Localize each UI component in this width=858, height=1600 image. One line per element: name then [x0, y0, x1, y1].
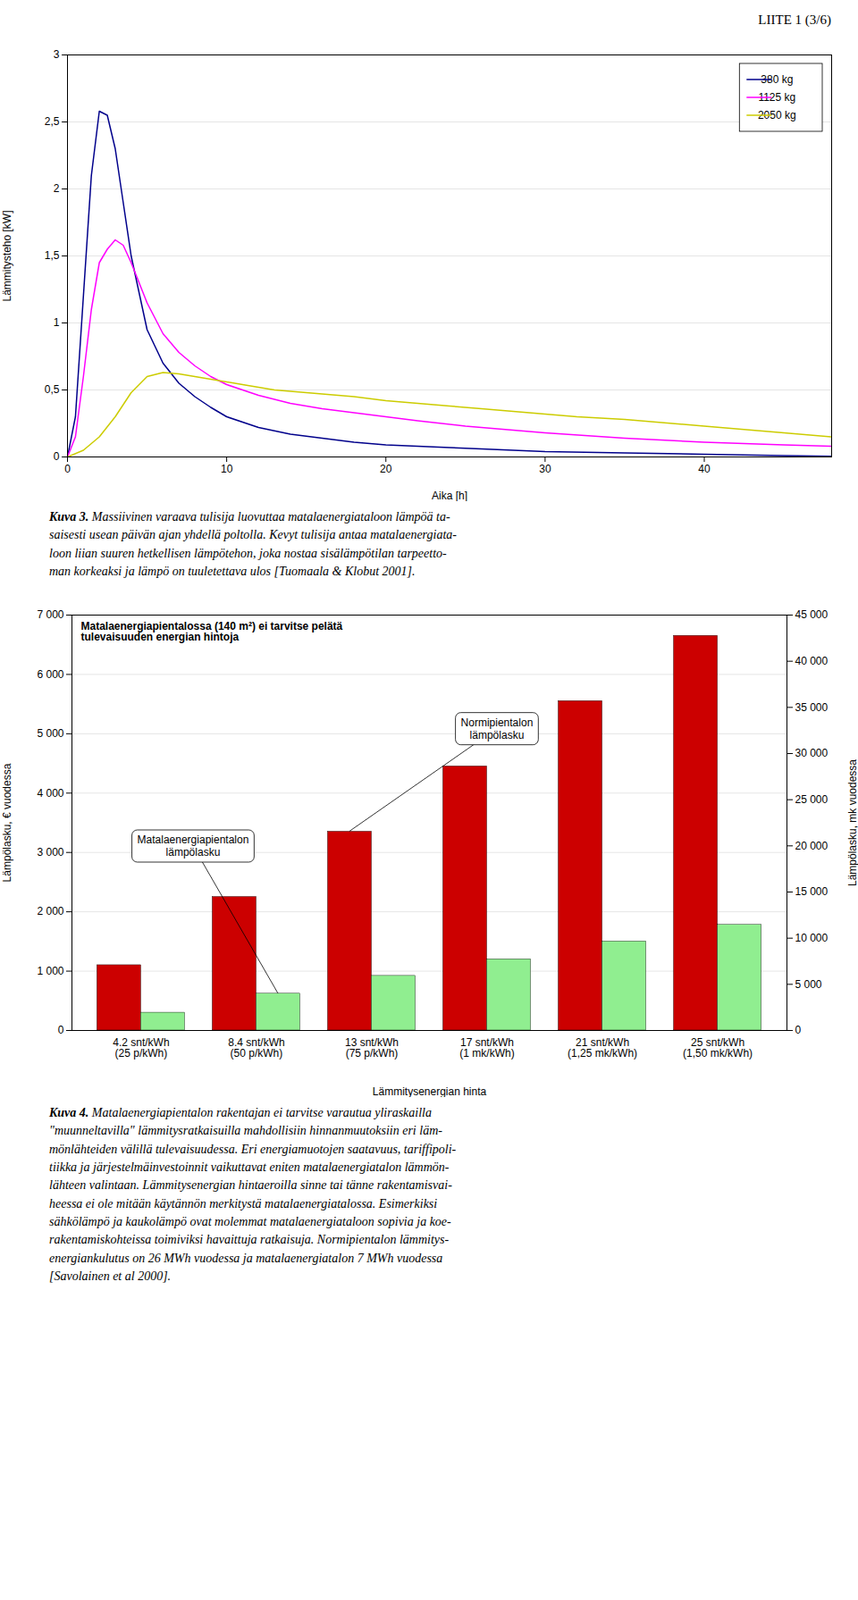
svg-text:0: 0: [53, 450, 60, 463]
svg-text:8.4 snt/kWh(50 p/kWh): 8.4 snt/kWh(50 p/kWh): [227, 1036, 285, 1060]
svg-text:Aika [h]: Aika [h]: [431, 489, 468, 503]
svg-text:13 snt/kWh(75 p/kWh): 13 snt/kWh(75 p/kWh): [344, 1036, 399, 1060]
svg-text:7 000: 7 000: [36, 609, 64, 623]
svg-text:2050 kg: 2050 kg: [757, 109, 796, 122]
svg-text:Normipientalonlämpölasku: Normipientalonlämpölasku: [461, 716, 534, 742]
svg-text:Lämmitysteho [kW]: Lämmitysteho [kW]: [0, 210, 14, 302]
svg-text:40: 40: [698, 462, 711, 476]
svg-text:Matalaenergiapientalonlämpölas: Matalaenergiapientalonlämpölasku: [137, 833, 250, 859]
svg-text:0,5: 0,5: [44, 383, 60, 396]
html-text:LIITE 1 (3/6): LIITE 1 (3/6): [758, 12, 832, 27]
svg-text:0: 0: [58, 1025, 65, 1038]
svg-text:6 000: 6 000: [36, 668, 64, 682]
svg-text:4 000: 4 000: [36, 787, 64, 800]
svg-text:15 000: 15 000: [795, 886, 829, 900]
svg-text:2,5: 2,5: [44, 115, 60, 128]
svg-text:Lämmitysenergian hinta: Lämmitysenergian hinta: [372, 1085, 488, 1099]
svg-text:17 snt/kWh(1 mk/kWh): 17 snt/kWh(1 mk/kWh): [459, 1036, 514, 1060]
html-text:Kuva 4. Matalaenergiapientalon: Kuva 4. Matalaenergiapientalon rakentaja…: [49, 1106, 456, 1284]
svg-text:30: 30: [538, 462, 552, 476]
svg-text:30 000: 30 000: [795, 748, 829, 761]
svg-text:21 snt/kWh(1,25 mk/kWh): 21 snt/kWh(1,25 mk/kWh): [567, 1036, 638, 1060]
svg-text:2: 2: [53, 182, 60, 195]
svg-text:20 000: 20 000: [795, 840, 829, 853]
svg-text:4.2 snt/kWh(25 p/kWh): 4.2 snt/kWh(25 p/kWh): [112, 1036, 169, 1060]
svg-text:5 000: 5 000: [795, 978, 823, 992]
svg-text:25 snt/kWh(1,50 mk/kWh): 25 snt/kWh(1,50 mk/kWh): [682, 1036, 753, 1060]
svg-text:45 000: 45 000: [795, 609, 829, 623]
svg-text:Matalaenergiapientalossa (140: Matalaenergiapientalossa (140 m²) ei tar…: [81, 620, 344, 644]
svg-text:1125 kg: 1125 kg: [758, 91, 796, 104]
svg-text:0: 0: [795, 1025, 802, 1038]
svg-text:25 000: 25 000: [795, 793, 829, 807]
svg-text:380 kg: 380 kg: [760, 73, 794, 86]
svg-text:3: 3: [53, 48, 60, 61]
svg-text:Lämpölasku, € vuodessa: Lämpölasku, € vuodessa: [0, 763, 14, 883]
svg-text:2 000: 2 000: [36, 906, 64, 919]
svg-text:1,5: 1,5: [44, 249, 60, 262]
svg-text:35 000: 35 000: [795, 701, 829, 715]
html-text:Kuva 3. Massiivinen varaava tu: Kuva 3. Massiivinen varaava tulisija luo…: [49, 510, 457, 579]
svg-text:3 000: 3 000: [36, 846, 64, 859]
svg-text:10 000: 10 000: [795, 932, 829, 945]
svg-text:1 000: 1 000: [36, 965, 64, 978]
svg-text:40 000: 40 000: [795, 655, 829, 668]
svg-text:1: 1: [53, 316, 60, 329]
svg-text:20: 20: [379, 462, 393, 476]
svg-text:5 000: 5 000: [36, 727, 64, 741]
svg-text:10: 10: [220, 462, 234, 476]
svg-text:Lämpölasku, mk vuodessa: Lämpölasku, mk vuodessa: [846, 759, 858, 887]
svg-text:0: 0: [64, 462, 71, 476]
